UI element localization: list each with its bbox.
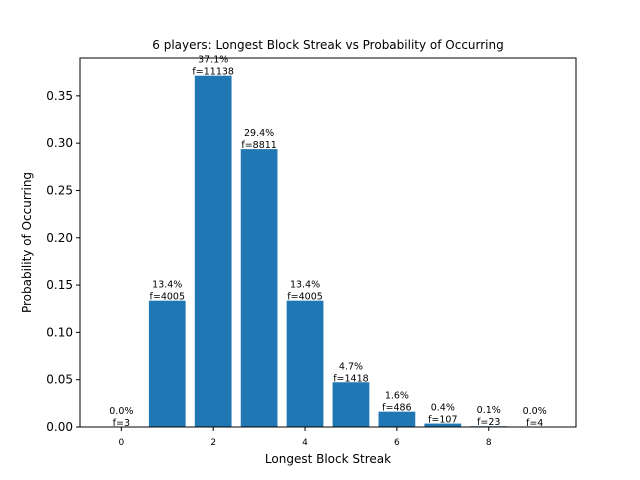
y-tick-label: 0.05 — [46, 373, 73, 387]
bar-label-4: 13.4% f=4005 — [287, 280, 322, 303]
x-tick-label: 0 — [118, 438, 124, 448]
x-tick-label: 2 — [210, 438, 216, 448]
bar-label-9: 0.0% f=4 — [523, 406, 547, 429]
bar-4 — [286, 300, 324, 427]
bar-label-8: 0.1% f=23 — [477, 405, 501, 428]
y-axis: 0.00 0.05 0.10 0.15 0.20 0.25 0.30 0.35 — [46, 89, 80, 434]
bar-1 — [148, 300, 186, 427]
x-tick-label: 6 — [394, 438, 400, 448]
y-axis-label: Probability of Occurring — [20, 172, 34, 313]
y-tick-label: 0.10 — [46, 325, 73, 339]
x-tick-label: 4 — [302, 438, 308, 448]
bar-label-5: 4.7% f=1418 — [333, 361, 368, 384]
y-tick-label: 0.15 — [46, 278, 73, 292]
plot-frame — [79, 57, 577, 428]
bar-label-0: 0.0% f=3 — [109, 406, 133, 429]
bar-label-7: 0.4% f=107 — [428, 403, 457, 426]
chart-title: 6 players: Longest Block Streak vs Proba… — [152, 38, 504, 52]
bars-group — [102, 75, 554, 428]
bar-5 — [332, 382, 370, 427]
bar-label-2: 37.1% f=11138 — [192, 55, 234, 78]
y-tick-label: 0.25 — [46, 183, 73, 197]
bar-3 — [240, 149, 278, 428]
y-tick-label: 0.20 — [46, 231, 73, 245]
data-labels-group: 0.0% f=3 13.4% f=4005 37.1% f=11138 29.4% f=881… — [109, 55, 546, 429]
bar-label-6: 1.6% f=486 — [382, 391, 411, 414]
bar-2 — [194, 75, 232, 427]
bar-label-3: 29.4% f=8811 — [241, 128, 276, 151]
y-tick-label: 0.00 — [46, 420, 73, 434]
bar-6 — [378, 411, 416, 427]
bar-label-1: 13.4% f=4005 — [150, 280, 185, 303]
y-tick-label: 0.35 — [46, 89, 73, 103]
y-tick-label: 0.30 — [46, 136, 73, 150]
x-tick-label: 8 — [486, 438, 492, 448]
x-axis-label: Longest Block Streak — [265, 452, 391, 466]
bar-7 — [424, 423, 462, 427]
x-axis: 0 2 4 6 8 — [118, 427, 492, 448]
